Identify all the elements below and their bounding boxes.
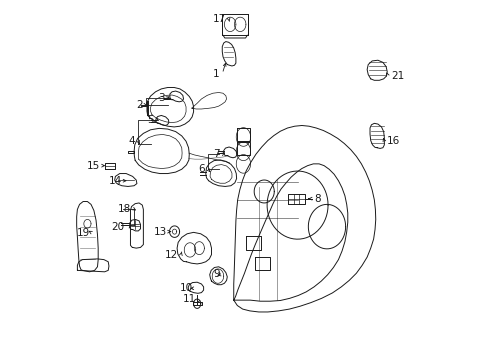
Text: 1: 1 — [212, 69, 219, 79]
Text: 15: 15 — [87, 161, 100, 171]
Text: 13: 13 — [154, 227, 167, 237]
Text: 19: 19 — [76, 228, 89, 238]
Text: 2: 2 — [137, 100, 143, 110]
Text: 21: 21 — [390, 71, 403, 81]
Text: 7: 7 — [212, 149, 219, 159]
Text: 20: 20 — [111, 222, 124, 232]
Text: 3: 3 — [158, 93, 164, 103]
Text: 6: 6 — [198, 164, 204, 174]
Text: 5: 5 — [147, 115, 154, 125]
Text: 12: 12 — [164, 249, 178, 260]
Text: 4: 4 — [128, 136, 135, 145]
Text: 14: 14 — [108, 176, 122, 186]
Text: 16: 16 — [386, 136, 400, 146]
Text: 10: 10 — [179, 283, 192, 293]
Text: 17: 17 — [212, 14, 225, 24]
Text: 11: 11 — [183, 294, 196, 304]
Text: 18: 18 — [118, 204, 131, 215]
Text: 8: 8 — [314, 194, 321, 204]
Text: 9: 9 — [213, 269, 220, 279]
